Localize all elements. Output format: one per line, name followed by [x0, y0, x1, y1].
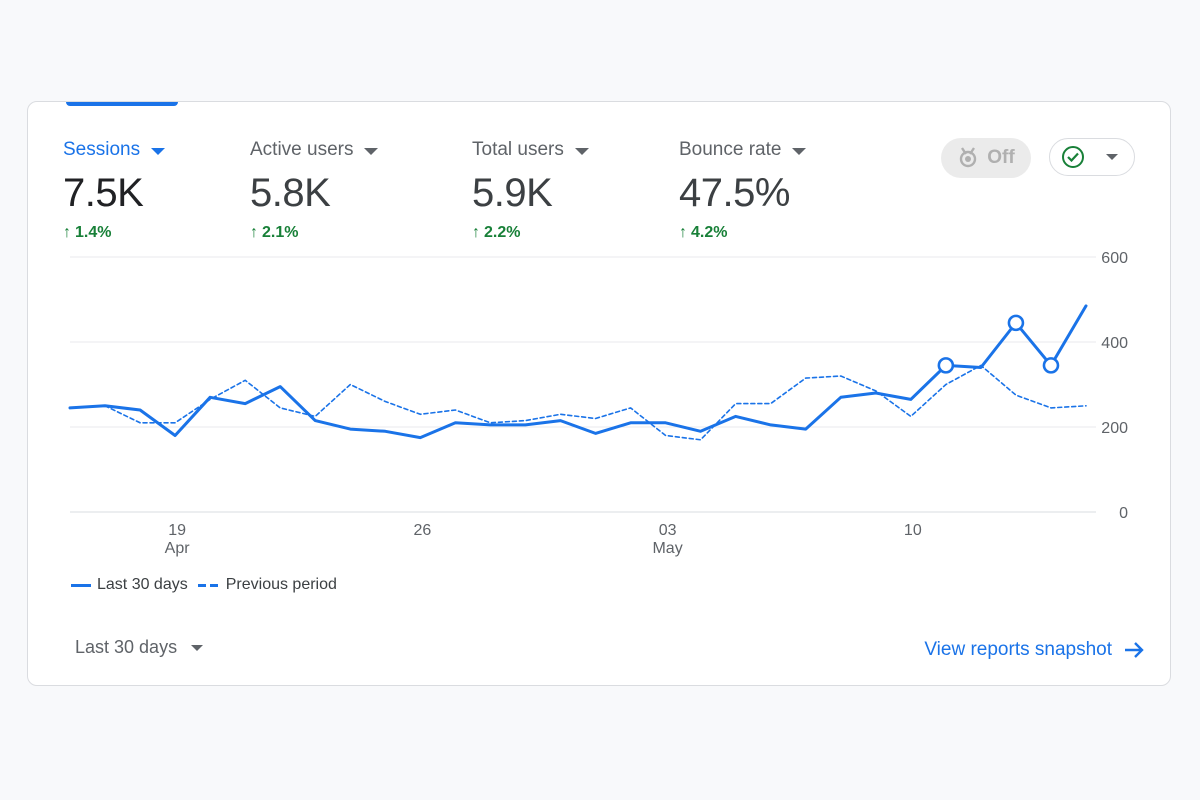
view-reports-snapshot-link[interactable]: View reports snapshot	[924, 639, 1144, 661]
arrow-up-icon: ↑	[679, 224, 687, 241]
caret-down-icon	[1106, 154, 1118, 160]
check-circle-icon	[1062, 146, 1084, 168]
date-range-label: Last 30 days	[75, 637, 178, 657]
metric-label-row: Sessions	[63, 138, 166, 162]
metric-change-value: 2.2%	[484, 224, 521, 241]
comparison-dropdown[interactable]	[1049, 138, 1135, 176]
metric-label: Bounce rate	[679, 139, 782, 160]
caret-down-icon	[191, 644, 204, 651]
data-point-marker	[1007, 314, 1025, 332]
metric-label: Total users	[472, 139, 564, 160]
metric-change-value: 1.4%	[75, 224, 112, 241]
caret-down-icon[interactable]	[574, 147, 589, 155]
date-range-select[interactable]: Last 30 days	[75, 637, 204, 658]
y-tick-label: 200	[1101, 420, 1128, 437]
arrow-up-icon: ↑	[63, 224, 71, 241]
metric-value: 47.5%	[679, 171, 790, 215]
metric-change-value: 2.1%	[262, 224, 299, 241]
metric-bounce-rate[interactable]: Bounce rate 47.5% ↑ 4.2%	[679, 138, 807, 242]
data-point-marker	[1042, 357, 1060, 374]
metric-label: Active users	[250, 139, 354, 160]
y-tick-label: 400	[1101, 335, 1128, 352]
x-tick-sublabel: Apr	[165, 540, 191, 557]
metric-value: 5.8K	[250, 171, 331, 215]
metric-change-value: 4.2%	[691, 224, 728, 241]
metric-change: ↑ 4.2%	[679, 224, 806, 242]
data-point-marker	[937, 357, 955, 374]
metric-total-users[interactable]: Total users 5.9K ↑ 2.2%	[472, 138, 589, 242]
metric-change: ↑ 1.4%	[63, 224, 165, 242]
metric-change: ↑ 2.2%	[472, 224, 589, 242]
series-line-current	[68, 304, 1088, 440]
award-ribbon-icon	[960, 147, 977, 168]
metric-change: ↑ 2.1%	[250, 224, 378, 242]
legend-item-previous: Previous period	[197, 576, 337, 594]
x-tick-label: 03	[659, 522, 677, 539]
x-tick-sublabel: May	[652, 540, 682, 557]
legend-label-previous: Previous period	[225, 576, 337, 593]
metric-label: Sessions	[63, 139, 141, 160]
insights-toggle[interactable]: Off	[941, 138, 1031, 178]
legend-item-current: Last 30 days	[71, 576, 188, 594]
arrow-up-icon: ↑	[250, 224, 258, 241]
x-tick-label: 10	[904, 522, 922, 539]
legend-label-current: Last 30 days	[97, 576, 188, 593]
arrow-right-icon	[1125, 642, 1144, 658]
solid-line-swatch	[71, 583, 91, 587]
metric-active-users[interactable]: Active users 5.8K ↑ 2.1%	[250, 138, 379, 242]
overview-card: Sessions 7.5K ↑ 1.4% Active users 5.8K ↑…	[27, 101, 1171, 686]
metric-label-row: Active users	[250, 138, 379, 162]
link-label: View reports snapshot	[924, 639, 1112, 660]
caret-down-icon[interactable]	[364, 147, 379, 155]
y-tick-label: 0	[1119, 505, 1128, 522]
dashed-line-swatch	[197, 583, 220, 587]
x-tick-label: 19	[168, 522, 186, 539]
metric-value: 7.5K	[63, 171, 144, 215]
metric-label-row: Bounce rate	[679, 138, 807, 162]
selected-tab-indicator	[66, 102, 178, 106]
y-tick-label: 600	[1101, 250, 1128, 267]
metric-value: 5.9K	[472, 171, 553, 215]
chart-legend: Last 30 days Previous period	[71, 576, 337, 594]
arrow-up-icon: ↑	[472, 224, 480, 241]
metric-label-row: Total users	[472, 138, 589, 162]
series-line-previous	[69, 364, 1087, 441]
metric-sessions[interactable]: Sessions 7.5K ↑ 1.4%	[63, 138, 166, 242]
caret-down-icon[interactable]	[792, 147, 807, 155]
toggle-label: Off	[987, 147, 1015, 168]
x-tick-label: 26	[413, 522, 431, 539]
caret-down-icon[interactable]	[151, 147, 166, 155]
